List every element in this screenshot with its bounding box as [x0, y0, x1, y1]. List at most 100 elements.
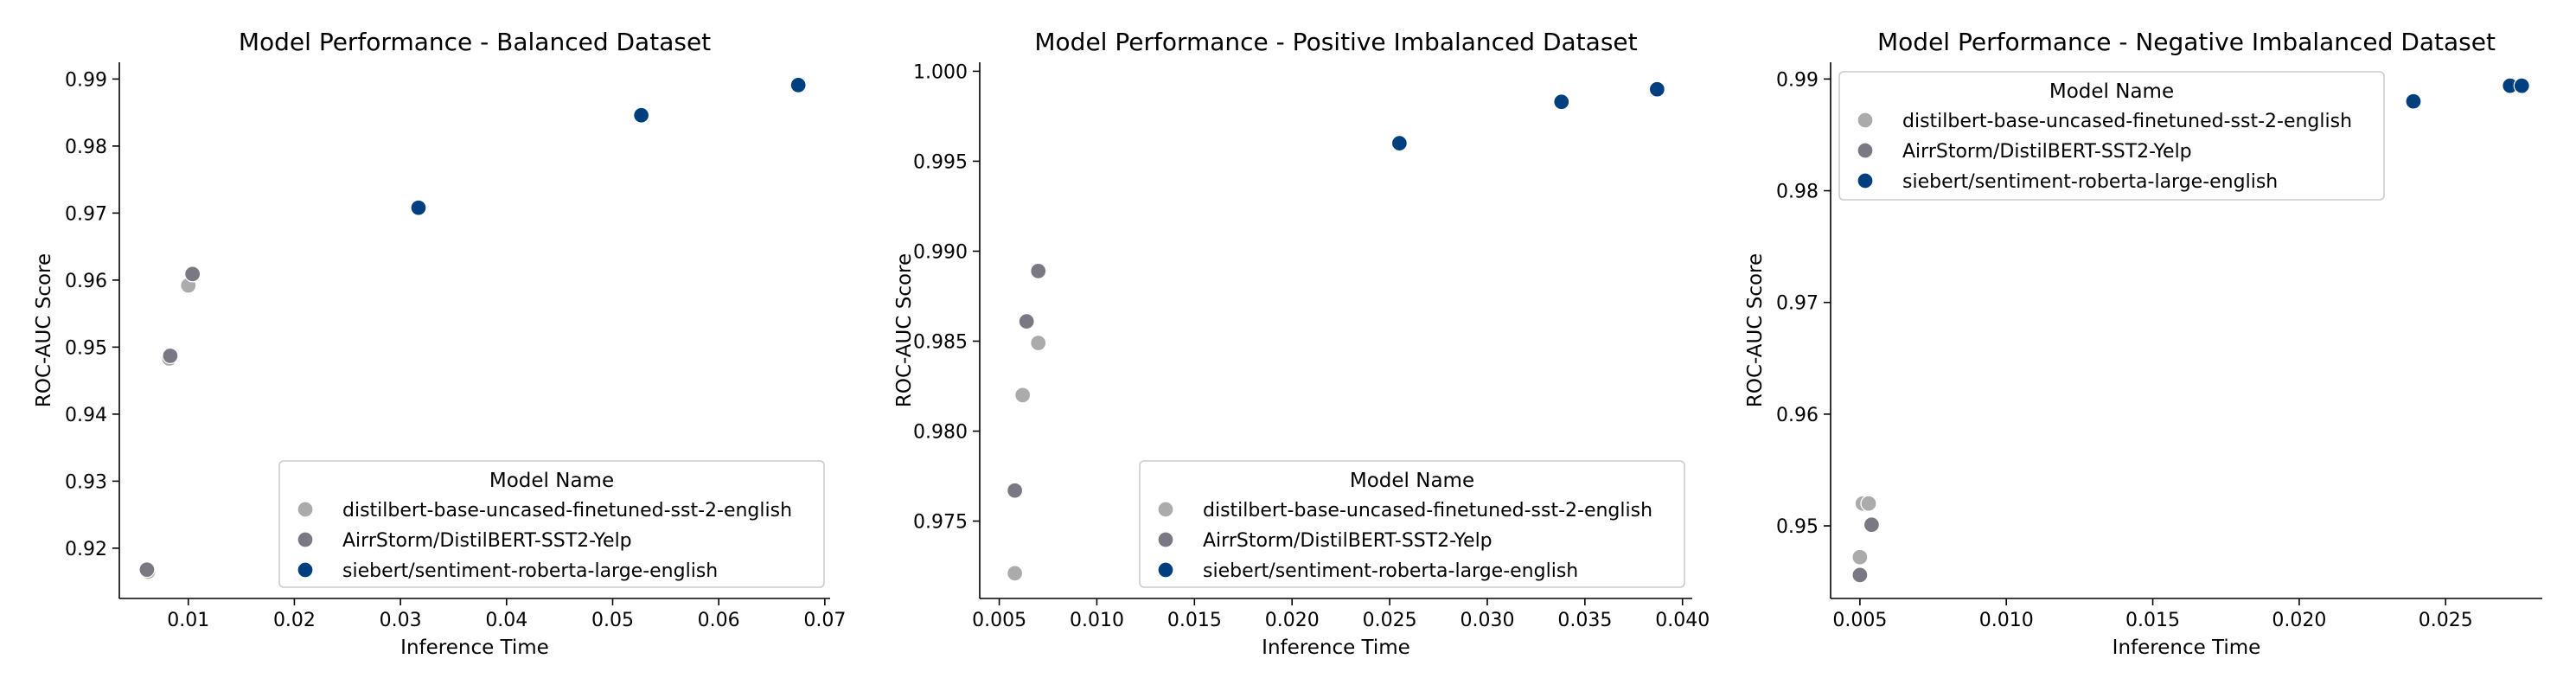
x-tick-label: 0.020	[2272, 610, 2326, 631]
x-tick-label: 0.030	[1460, 610, 1514, 631]
legend-marker	[297, 501, 314, 518]
x-axis-label: Inference Time	[2113, 637, 2261, 659]
legend-marker	[297, 531, 314, 548]
data-point	[2405, 93, 2422, 110]
legend-marker	[297, 561, 314, 579]
data-point	[789, 76, 807, 93]
subplot-2: Model Performance - Positive Imbalanced …	[893, 28, 1710, 659]
legend: Model Name distilbert-base-uncased-finetu…	[1838, 71, 2385, 201]
x-tick-label: 0.01	[167, 610, 209, 631]
data-point	[1018, 312, 1035, 330]
x-tick-label: 0.015	[2125, 610, 2180, 631]
y-tick-label: 0.94	[65, 405, 107, 426]
y-tick-label: 0.93	[65, 471, 107, 493]
data-point	[184, 266, 201, 283]
chart-title: Model Performance - Negative Imbalanced …	[1877, 28, 2496, 56]
y-axis-label: ROC-AUC Score	[1744, 253, 1767, 407]
y-tick-label: 0.95	[1776, 516, 1819, 538]
legend-entry: AirrStorm/DistilBERT-SST2-Yelp	[342, 530, 632, 552]
subplot-3: Model Performance - Negative Imbalanced …	[1744, 28, 2542, 659]
x-tick-label: 0.010	[1070, 610, 1124, 631]
x-tick-label: 0.05	[591, 610, 634, 631]
y-tick-label: 0.990	[913, 241, 968, 263]
y-tick-label: 0.99	[1776, 69, 1819, 91]
y-tick-label: 0.97	[65, 203, 107, 225]
y-tick-label: 0.99	[65, 69, 107, 91]
legend-title: Model Name	[489, 470, 614, 492]
x-tick-label: 0.035	[1557, 610, 1612, 631]
y-tick-label: 0.98	[1776, 182, 1819, 203]
y-tick-label: 0.98	[65, 137, 107, 158]
y-tick-label: 0.97	[1776, 293, 1819, 315]
x-axis-label: Inference Time	[400, 637, 549, 659]
legend-entry: siebert/sentiment-roberta-large-english	[1902, 171, 2278, 193]
y-tick-label: 0.96	[65, 271, 107, 292]
legend-entry: AirrStorm/DistilBERT-SST2-Yelp	[1902, 141, 2192, 163]
legend-frame	[1139, 460, 1685, 588]
data-point	[162, 347, 179, 365]
legend-marker	[1857, 172, 1874, 189]
y-tick-label: 0.92	[65, 539, 107, 560]
legend-entry: AirrStorm/DistilBERT-SST2-Yelp	[1203, 530, 1493, 552]
x-tick-label: 0.005	[1832, 610, 1887, 631]
data-point	[1860, 495, 1877, 512]
chart-title: Model Performance - Positive Imbalanced …	[1034, 28, 1637, 56]
legend: Model Name distilbert-base-uncased-finetu…	[278, 460, 825, 588]
x-tick-label: 0.010	[1979, 610, 2034, 631]
y-tick-label: 0.985	[913, 331, 968, 353]
x-tick-label: 0.025	[2419, 610, 2473, 631]
x-tick-label: 0.03	[380, 610, 422, 631]
y-axis-label: ROC-AUC Score	[893, 253, 916, 407]
x-tick-label: 0.07	[803, 610, 846, 631]
y-tick-label: 0.975	[913, 512, 968, 534]
legend-entry: distilbert-base-uncased-finetuned-sst-2-…	[342, 500, 792, 521]
data-point	[2513, 77, 2530, 94]
data-point	[1851, 548, 1869, 566]
legend-frame	[1838, 71, 2385, 201]
legend-marker	[1157, 561, 1174, 579]
x-axis-label: Inference Time	[1262, 637, 1410, 659]
legend-marker	[1857, 142, 1874, 159]
y-tick-label: 0.96	[1776, 405, 1819, 426]
data-point	[1851, 566, 1869, 584]
data-point	[1014, 387, 1032, 404]
data-point	[632, 106, 650, 124]
y-tick-label: 0.995	[913, 151, 968, 173]
subplot-1: Model Performance - Balanced Dataset 0.01…	[33, 28, 846, 659]
x-tick-label: 0.015	[1167, 610, 1222, 631]
y-tick-label: 1.000	[913, 61, 968, 83]
legend: Model Name distilbert-base-uncased-finetu…	[1139, 460, 1685, 588]
legend-entry: siebert/sentiment-roberta-large-english	[342, 560, 718, 582]
legend-frame	[278, 460, 825, 588]
data-point	[1030, 334, 1047, 352]
legend-marker	[1157, 501, 1174, 518]
x-tick-label: 0.005	[972, 610, 1026, 631]
y-tick-label: 0.980	[913, 422, 968, 444]
chart-title: Model Performance - Balanced Dataset	[239, 28, 711, 56]
x-tick-label: 0.020	[1265, 610, 1320, 631]
x-tick-label: 0.02	[273, 610, 316, 631]
legend-marker	[1157, 531, 1174, 548]
x-tick-label: 0.06	[698, 610, 740, 631]
data-point	[1390, 134, 1409, 152]
legend-title: Model Name	[2049, 80, 2174, 103]
data-point	[1006, 482, 1024, 499]
data-point	[1006, 565, 1024, 582]
legend-entry: distilbert-base-uncased-finetuned-sst-2-…	[1203, 500, 1652, 521]
data-point	[1863, 516, 1881, 534]
data-point	[410, 199, 427, 216]
legend-marker	[1857, 112, 1874, 129]
legend-title: Model Name	[1350, 470, 1474, 492]
x-tick-label: 0.025	[1363, 610, 1417, 631]
y-tick-label: 0.95	[65, 337, 107, 359]
legend-entry: siebert/sentiment-roberta-large-english	[1203, 560, 1578, 582]
data-point	[1030, 262, 1047, 279]
x-tick-label: 0.04	[485, 610, 527, 631]
legend-entry: distilbert-base-uncased-finetuned-sst-2-…	[1902, 111, 2352, 132]
data-point	[1553, 93, 1570, 111]
y-axis-label: ROC-AUC Score	[33, 253, 55, 407]
data-point	[138, 561, 156, 579]
x-tick-label: 0.040	[1655, 610, 1710, 631]
data-point	[1648, 80, 1666, 98]
